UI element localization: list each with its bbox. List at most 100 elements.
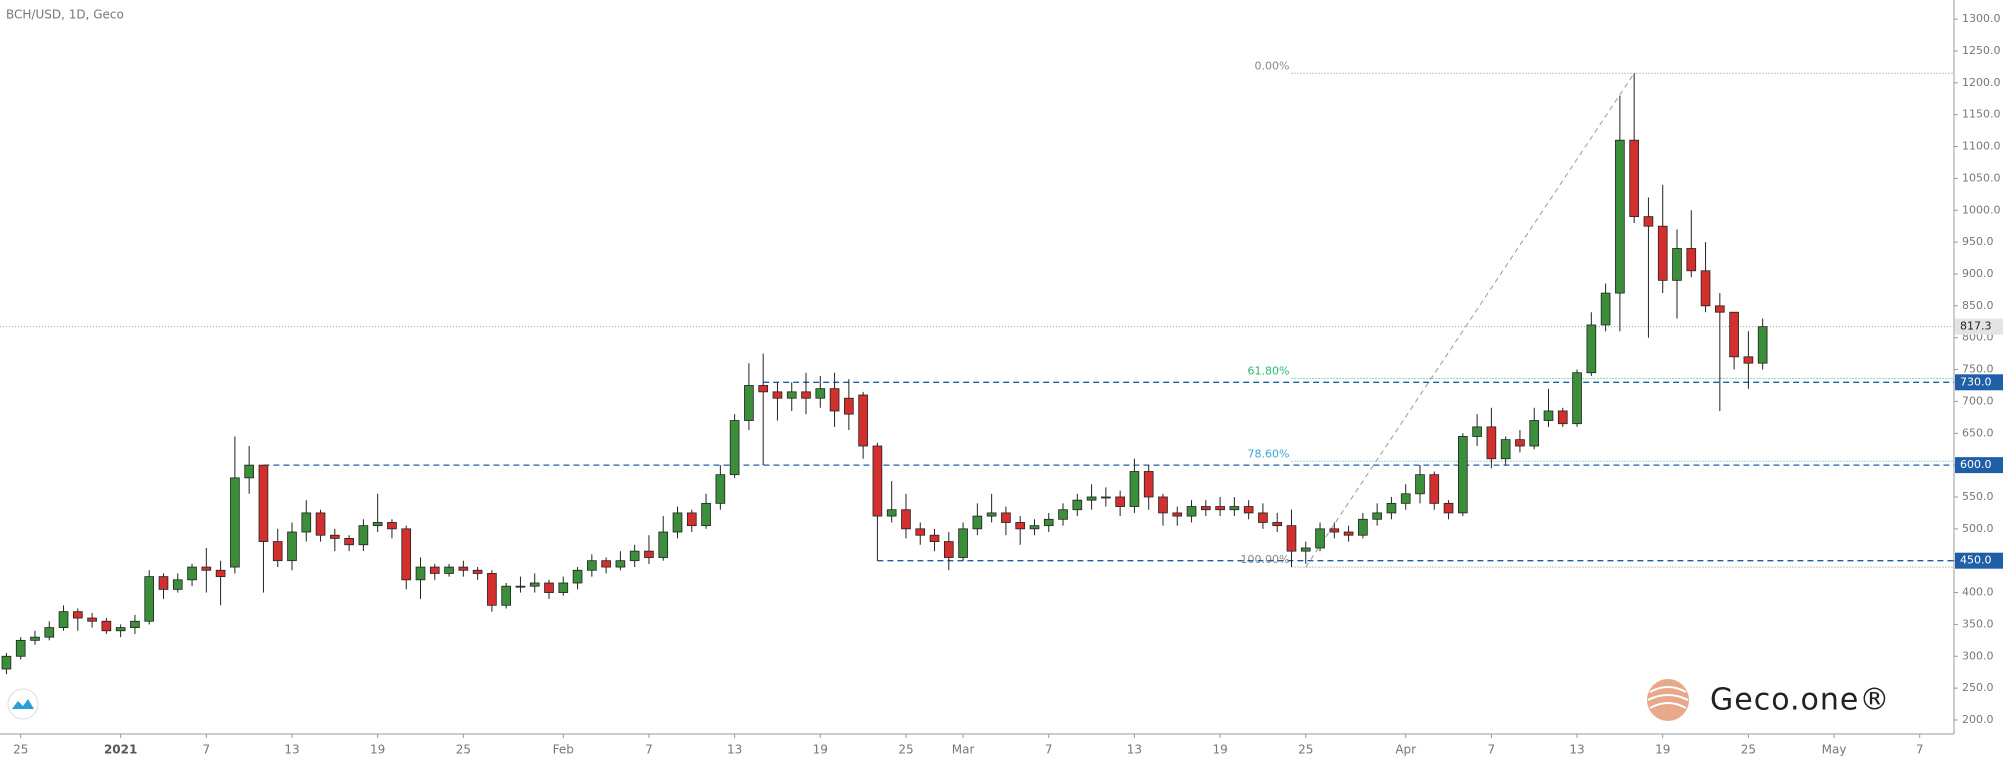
candle-body — [258, 464, 269, 542]
candle-body — [972, 515, 983, 530]
candle-body — [1029, 525, 1040, 530]
candle-body — [415, 566, 426, 581]
candle-body — [1500, 439, 1511, 460]
y-tick-label: 750.0 — [1962, 363, 1994, 376]
x-tick-label: 13 — [727, 743, 742, 757]
candle-body — [58, 611, 69, 628]
candle-body — [943, 541, 954, 558]
y-tick-label: 950.0 — [1962, 235, 1994, 248]
candle-body — [101, 620, 112, 632]
candle-body — [1258, 512, 1268, 523]
candle-body — [572, 569, 583, 584]
tv-icon — [7, 688, 39, 720]
y-tick-label: 700.0 — [1962, 394, 1994, 407]
x-tick-label: 2021 — [104, 743, 137, 757]
x-tick-label: 19 — [1212, 743, 1227, 757]
x-tick-label: 7 — [203, 743, 211, 757]
candle-body — [1001, 512, 1011, 523]
candle-body — [1101, 496, 1111, 499]
candle-body — [1729, 311, 1739, 358]
candle-body — [1300, 547, 1311, 552]
x-tick-label: 7 — [1488, 743, 1496, 757]
candle-body — [601, 560, 611, 568]
fib-label: 100.00% — [1241, 553, 1290, 566]
y-tick-label: 1150.0 — [1962, 108, 2001, 121]
candle-body — [858, 394, 868, 447]
x-tick-label: 19 — [813, 743, 828, 757]
x-tick-label: 19 — [370, 743, 385, 757]
candle-body — [1643, 216, 1654, 227]
candle-body — [701, 502, 711, 527]
candle-body — [87, 617, 97, 622]
x-tick-label: 7 — [1045, 743, 1053, 757]
candle-body — [844, 397, 854, 415]
y-tick-label: 350.0 — [1962, 617, 1994, 630]
x-tick-label: 7 — [1916, 743, 1924, 757]
candle-body — [1158, 496, 1168, 514]
candle-body — [372, 522, 383, 527]
candle-body — [986, 512, 997, 517]
candle-body — [1043, 518, 1054, 527]
candle-body — [744, 385, 754, 421]
candle-body — [1457, 436, 1468, 514]
candle-body — [558, 582, 569, 593]
candle-body — [187, 566, 197, 581]
brand-text: Geco.one® — [1710, 683, 1890, 718]
y-tick-label: 850.0 — [1962, 299, 1994, 312]
candle-body — [1429, 474, 1440, 504]
candle-body — [958, 528, 968, 558]
x-tick-label: 13 — [1127, 743, 1142, 757]
candle-body — [672, 512, 683, 533]
x-tick-label: Feb — [553, 743, 574, 757]
candle-body — [458, 566, 469, 571]
candle-body — [829, 388, 840, 412]
candle-body — [729, 420, 740, 476]
candle-body — [1, 655, 12, 670]
candle-body — [715, 474, 726, 504]
level-tag: 450.0 — [1960, 554, 1992, 567]
candle-body — [1200, 506, 1211, 511]
candle-body — [901, 509, 911, 530]
x-tick-label: May — [1822, 743, 1847, 757]
candle-body — [1329, 528, 1340, 533]
candle-body — [1358, 518, 1368, 536]
candle-body — [1286, 525, 1297, 552]
y-tick-label: 250.0 — [1962, 681, 1994, 694]
candle-body — [629, 550, 640, 562]
candle-body — [1115, 496, 1125, 507]
y-tick-label: 1200.0 — [1962, 76, 2001, 89]
fib-label: 0.00% — [1255, 59, 1290, 72]
candle-body — [429, 566, 440, 574]
candle-body — [1058, 509, 1068, 520]
candle-body — [1215, 506, 1225, 511]
level-tag-box — [1955, 457, 2003, 474]
x-tick-label: 25 — [1741, 743, 1756, 757]
candle-body — [1172, 512, 1183, 517]
y-tick-label: 400.0 — [1962, 586, 1994, 599]
level-tag: 730.0 — [1960, 375, 1992, 388]
fib-label: 78.60% — [1248, 447, 1290, 460]
level-tag: 600.0 — [1960, 458, 1992, 471]
candle-body — [1400, 493, 1411, 504]
candle-body — [144, 576, 155, 622]
x-tick-label: 13 — [1569, 743, 1584, 757]
candle-body — [487, 573, 497, 606]
candle-body — [301, 512, 312, 533]
fib-label: 61.80% — [1248, 364, 1290, 377]
candle-body — [1486, 426, 1497, 460]
candle-body — [315, 512, 326, 536]
x-tick-label: Apr — [1395, 743, 1416, 757]
candle-body — [72, 611, 83, 619]
candle-body — [686, 512, 697, 527]
y-tick-label: 300.0 — [1962, 649, 1994, 662]
candle-body — [215, 569, 226, 578]
y-tick-label: 1250.0 — [1962, 44, 2001, 57]
candle-body — [929, 534, 940, 542]
x-tick-label: 7 — [645, 743, 653, 757]
candle-body — [1272, 522, 1283, 527]
y-tick-label: 200.0 — [1962, 713, 1994, 726]
x-tick-label: 25 — [456, 743, 471, 757]
candle-body — [1600, 292, 1611, 326]
